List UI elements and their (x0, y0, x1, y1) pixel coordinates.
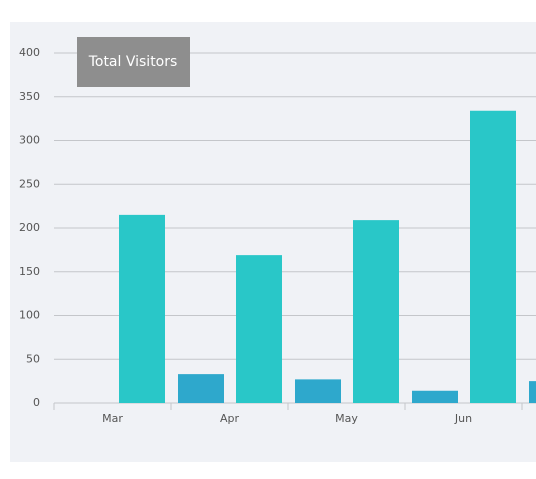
y-tick-label: 350 (19, 90, 40, 103)
y-tick-label: 0 (33, 396, 40, 409)
bar (295, 379, 341, 403)
x-tick-label: Apr (220, 412, 240, 425)
y-tick-label: 400 (19, 46, 40, 59)
legend-box (77, 37, 190, 87)
legend-label: Total Visitors (88, 54, 178, 70)
y-tick-label: 100 (19, 309, 40, 322)
x-tick-label: May (335, 412, 358, 425)
y-tick-label: 300 (19, 134, 40, 147)
bar (119, 214, 165, 403)
bar (412, 390, 458, 403)
bar (178, 374, 224, 403)
plot: 0 50 100 150 200 250 300 350 400 Mar Apr May Jun (19, 46, 536, 425)
x-tick-label: Mar (102, 412, 123, 425)
y-tick-label: 200 (19, 221, 40, 234)
bar (470, 110, 516, 403)
y-tick-label: 50 (26, 352, 40, 365)
x-tick-label: Jun (454, 412, 472, 425)
y-tick-label: 250 (19, 177, 40, 190)
y-tick-label: 150 (19, 265, 40, 278)
bar (353, 220, 399, 403)
bar (529, 381, 536, 403)
bar (236, 255, 282, 403)
